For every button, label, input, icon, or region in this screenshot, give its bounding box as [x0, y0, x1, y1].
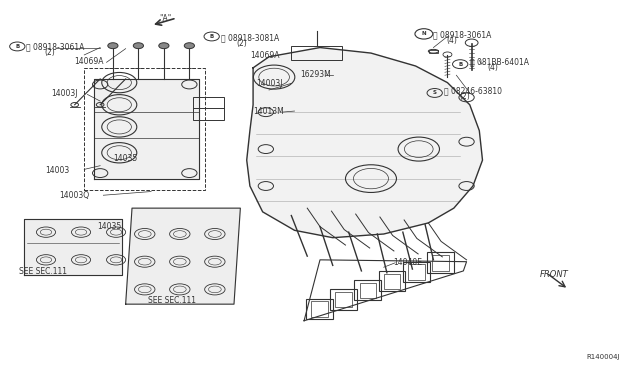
Text: 14003J: 14003J [256, 79, 283, 88]
Bar [429, 50, 438, 53]
Text: 14035: 14035 [97, 222, 121, 231]
Bar [335, 292, 352, 308]
Text: 14069A: 14069A [250, 51, 280, 60]
Text: "A": "A" [159, 14, 172, 23]
Bar [330, 289, 357, 310]
Polygon shape [94, 79, 199, 179]
Text: FRONT: FRONT [540, 270, 568, 279]
Bar [193, 97, 225, 119]
Text: 14013M: 14013M [253, 106, 284, 116]
Text: Ⓝ 08918-3061A: Ⓝ 08918-3061A [433, 31, 491, 40]
Circle shape [184, 43, 195, 49]
Bar [360, 283, 376, 298]
Bar [291, 46, 342, 61]
Text: 16293M: 16293M [300, 70, 331, 78]
Polygon shape [24, 219, 122, 275]
Text: (4): (4) [488, 63, 499, 72]
Text: 14003J: 14003J [51, 89, 77, 98]
Text: (2): (2) [459, 92, 470, 101]
Circle shape [108, 43, 118, 49]
Text: Ⓑ 08918-3081A: Ⓑ 08918-3081A [221, 34, 280, 43]
Text: 14035: 14035 [113, 154, 137, 163]
Text: R140004J: R140004J [586, 353, 620, 359]
Text: B: B [458, 62, 462, 67]
Text: 14069A: 14069A [75, 57, 104, 66]
Bar [432, 255, 449, 270]
Text: (4): (4) [447, 36, 458, 45]
Circle shape [159, 43, 169, 49]
Bar [408, 264, 424, 280]
Bar [355, 280, 381, 301]
Text: 14003: 14003 [45, 166, 69, 174]
Polygon shape [125, 208, 241, 304]
Bar [306, 299, 333, 319]
Bar [427, 253, 454, 273]
Text: B: B [209, 34, 214, 39]
Polygon shape [246, 48, 483, 238]
Text: SEE SEC.111: SEE SEC.111 [148, 296, 196, 305]
Text: N: N [422, 31, 426, 36]
Bar [379, 271, 405, 291]
Text: S: S [433, 90, 436, 96]
Text: 14003Q: 14003Q [59, 192, 89, 201]
Text: Ⓑ 081BB-6401A: Ⓑ 081BB-6401A [470, 58, 529, 67]
Text: (2): (2) [236, 39, 246, 48]
Text: 14040E: 14040E [394, 258, 422, 267]
Bar [403, 262, 429, 282]
Text: Ⓑ 08918-3061A: Ⓑ 08918-3061A [26, 42, 84, 51]
Text: Ⓢ 08246-63810: Ⓢ 08246-63810 [444, 87, 502, 96]
Bar [311, 301, 328, 317]
Circle shape [133, 43, 143, 49]
Bar [384, 273, 400, 289]
Text: (2): (2) [45, 48, 56, 57]
Text: B: B [15, 44, 19, 49]
Text: SEE SEC.111: SEE SEC.111 [19, 267, 67, 276]
